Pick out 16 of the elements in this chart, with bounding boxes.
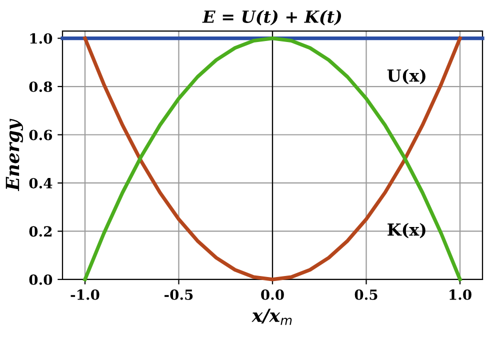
y-tick-label: 0.0 xyxy=(29,274,52,285)
x-tick-label: -0.5 xyxy=(164,289,193,300)
y-tick-label: 0.6 xyxy=(29,130,52,140)
x-tick-label: 1.0 xyxy=(450,289,472,300)
x-tick-label: 0.0 xyxy=(261,289,284,300)
annotation: U(x) xyxy=(387,68,426,84)
x-axis-title: x/x$_{m}$ xyxy=(252,308,292,325)
y-tick-label: 1.0 xyxy=(30,33,52,44)
y-tick-label: 0.2 xyxy=(29,226,52,237)
y-axis-title: Energy xyxy=(6,118,24,192)
y-tick-label: 0.8 xyxy=(29,81,52,92)
x-tick-label: 0.5 xyxy=(354,289,378,300)
annotation: K(x) xyxy=(388,222,426,238)
x-tick-label: -1.0 xyxy=(70,289,100,300)
chart-title: E = U(t) + K(t) xyxy=(202,10,342,26)
y-tick-label: 0.4 xyxy=(29,178,52,188)
